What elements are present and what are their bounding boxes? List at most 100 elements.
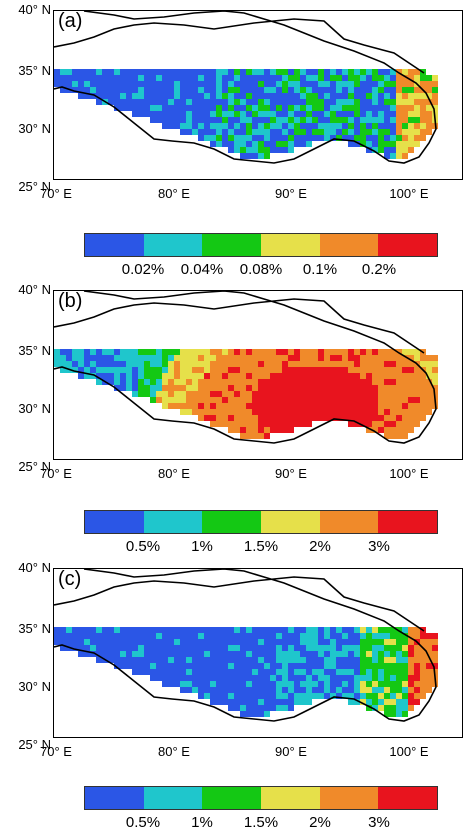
grid-cell	[168, 391, 174, 397]
grid-cell	[180, 663, 186, 669]
grid-cell	[264, 373, 270, 379]
grid-cell	[294, 141, 300, 147]
grid-cell	[168, 663, 174, 669]
grid-cell	[192, 409, 198, 415]
grid-cell	[366, 87, 372, 93]
grid-cell	[258, 403, 264, 409]
grid-cell	[408, 81, 414, 87]
grid-cell	[234, 349, 240, 355]
grid-cell	[198, 373, 204, 379]
grid-cell	[396, 681, 402, 687]
grid-cell	[138, 367, 144, 373]
grid-cell	[234, 651, 240, 657]
grid-cell	[96, 651, 102, 657]
grid-cell	[408, 409, 414, 415]
grid-cell	[294, 645, 300, 651]
grid-cell	[150, 75, 156, 81]
grid-cell	[294, 75, 300, 81]
grid-cell	[330, 379, 336, 385]
grid-cell	[330, 675, 336, 681]
grid-cell	[210, 141, 216, 147]
grid-cell	[324, 135, 330, 141]
grid-cell	[312, 379, 318, 385]
grid-cell	[336, 99, 342, 105]
grid-cell	[378, 87, 384, 93]
grid-cell	[408, 385, 414, 391]
grid-cell	[420, 123, 426, 129]
grid-cell	[258, 681, 264, 687]
grid-cell	[84, 69, 90, 75]
colorbar-tick-label: 0.5%	[125, 814, 161, 831]
grid-cell	[288, 397, 294, 403]
colorbar-tick-label: 0.2%	[361, 261, 397, 278]
grid-cell	[408, 639, 414, 645]
grid-cell	[360, 645, 366, 651]
grid-cell	[228, 427, 234, 433]
grid-cell	[264, 433, 270, 439]
grid-cell	[222, 421, 228, 427]
tibetan-plateau-map-c	[54, 569, 438, 722]
grid-cell	[378, 427, 384, 433]
grid-cell	[360, 367, 366, 373]
colorbar-tick-label: 0.5%	[125, 538, 161, 555]
grid-cell	[390, 433, 396, 439]
grid-cell	[216, 349, 222, 355]
grid-cell	[228, 693, 234, 699]
grid-cell	[414, 117, 420, 123]
grid-cell	[192, 391, 198, 397]
grid-cell	[300, 663, 306, 669]
grid-cell	[258, 129, 264, 135]
grid-cell	[180, 391, 186, 397]
grid-cell	[258, 93, 264, 99]
grid-cell	[246, 699, 252, 705]
grid-cell	[288, 81, 294, 87]
grid-cell	[402, 403, 408, 409]
grid-cell	[156, 669, 162, 675]
grid-cell	[378, 99, 384, 105]
grid-cell	[384, 135, 390, 141]
grid-cell	[192, 373, 198, 379]
grid-cell	[408, 99, 414, 105]
grid-cell	[414, 87, 420, 93]
grid-cell	[162, 675, 168, 681]
grid-cell	[426, 645, 432, 651]
grid-cell	[162, 81, 168, 87]
grid-cell	[222, 385, 228, 391]
grid-cell	[234, 99, 240, 105]
grid-cell	[270, 349, 276, 355]
grid-cell	[378, 135, 384, 141]
grid-cell	[210, 421, 216, 427]
grid-cell	[330, 81, 336, 87]
grid-cell	[222, 373, 228, 379]
grid-cell	[276, 129, 282, 135]
grid-cell	[252, 693, 258, 699]
grid-cell	[156, 379, 162, 385]
grid-cell	[192, 93, 198, 99]
grid-cell	[414, 397, 420, 403]
grid-cell	[222, 403, 228, 409]
grid-cell	[360, 93, 366, 99]
grid-cell	[306, 639, 312, 645]
grid-cell	[54, 639, 60, 645]
grid-cell	[348, 111, 354, 117]
colorbar-swatch	[85, 234, 144, 256]
grid-cell	[300, 367, 306, 373]
grid-cell	[402, 711, 408, 717]
grid-cell	[408, 361, 414, 367]
grid-cell	[264, 129, 270, 135]
grid-cell	[264, 117, 270, 123]
grid-cell	[198, 361, 204, 367]
grid-cell	[402, 129, 408, 135]
grid-cell	[306, 75, 312, 81]
tibetan-plateau-map-a	[54, 11, 438, 164]
grid-cell	[294, 391, 300, 397]
grid-cell	[372, 391, 378, 397]
grid-cell	[390, 93, 396, 99]
grid-cell	[114, 657, 120, 663]
grid-cell	[336, 409, 342, 415]
grid-cell	[168, 69, 174, 75]
grid-cell	[228, 373, 234, 379]
grid-cell	[276, 409, 282, 415]
grid-cell	[270, 361, 276, 367]
grid-cell	[300, 385, 306, 391]
